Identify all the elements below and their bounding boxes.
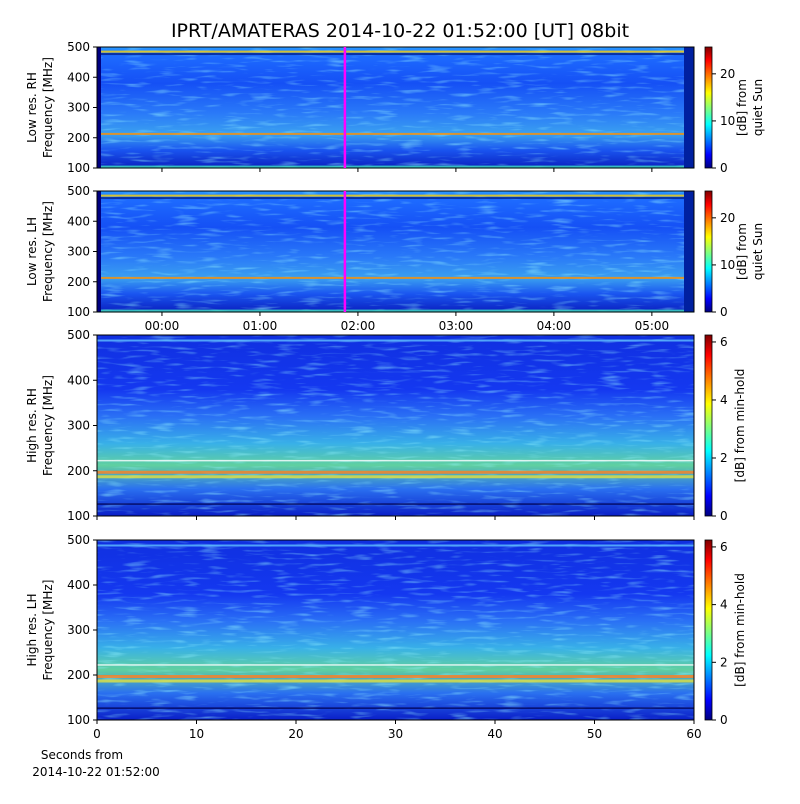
spectrogram-band xyxy=(97,276,694,279)
y-tick-label: 100 xyxy=(67,305,90,319)
colorbar-label: [dB] from xyxy=(735,79,749,136)
y-tick-label: 200 xyxy=(67,275,90,289)
y-tick-label: 200 xyxy=(67,131,90,145)
colorbar-tick-label: 0 xyxy=(720,713,728,727)
y-tick-label: 200 xyxy=(67,464,90,478)
spectrogram-band xyxy=(97,50,694,53)
spectrogram-band xyxy=(97,707,694,709)
y-tick-label: 400 xyxy=(67,214,90,228)
colorbar-label: [dB] from min-hold xyxy=(733,369,747,483)
x-tick-label: 0 xyxy=(93,727,101,741)
colorbar-tick-label: 20 xyxy=(720,67,735,81)
colorbar-tick-label: 4 xyxy=(720,598,728,612)
figure-title: IPRT/AMATERAS 2014-10-22 01:52:00 [UT] 0… xyxy=(171,20,629,42)
spectrogram-band xyxy=(97,197,694,200)
colorbar-tick-label: 6 xyxy=(720,540,728,554)
spectrogram-texture xyxy=(97,335,694,516)
spectrogram-texture xyxy=(97,191,694,312)
spectrogram-texture xyxy=(97,47,694,168)
x-tick-label: 05:00 xyxy=(635,319,670,333)
x-tick-label: 02:00 xyxy=(341,319,376,333)
colorbar-label: quiet Sun xyxy=(751,79,765,136)
y-tick-label: 300 xyxy=(67,419,90,433)
spectrogram-band xyxy=(97,132,694,135)
spectrogram-band xyxy=(97,470,694,474)
x-tick-label: 40 xyxy=(487,727,502,741)
spectrogram-band xyxy=(97,679,694,683)
colorbar-label: [dB] from min-hold xyxy=(733,573,747,687)
x-tick-label: 03:00 xyxy=(439,319,474,333)
colorbar-tick-label: 10 xyxy=(720,258,735,272)
y-axis-label: Low res. LH xyxy=(25,217,39,286)
colorbar xyxy=(704,334,713,517)
y-axis-label: Frequency [MHz] xyxy=(41,375,55,476)
spectrogram-band xyxy=(97,165,694,169)
x-tick-label: 10 xyxy=(189,727,204,741)
spectrogram-band xyxy=(97,339,694,342)
colorbar-tick-label: 2 xyxy=(720,451,728,465)
colorbar xyxy=(704,190,713,313)
y-tick-label: 500 xyxy=(67,184,90,198)
spectrogram-band xyxy=(97,194,694,197)
x-tick-label: 30 xyxy=(388,727,403,741)
y-axis-label: Low res. RH xyxy=(25,72,39,143)
y-tick-label: 400 xyxy=(67,373,90,387)
y-tick-label: 100 xyxy=(67,713,90,727)
y-tick-label: 500 xyxy=(67,40,90,54)
y-tick-label: 400 xyxy=(67,70,90,84)
y-tick-label: 200 xyxy=(67,668,90,682)
spectrogram-band xyxy=(97,53,694,56)
x-axis-label: Seconds from xyxy=(41,748,123,762)
y-axis-label: Frequency [MHz] xyxy=(41,580,55,681)
spectrogram-edge xyxy=(97,47,101,168)
y-axis-label: High res. RH xyxy=(25,388,39,463)
spectrogram-band xyxy=(97,675,694,678)
y-tick-label: 500 xyxy=(67,533,90,547)
spectrogram-edge xyxy=(684,47,694,168)
colorbar-tick-label: 20 xyxy=(720,211,735,225)
x-tick-label: 60 xyxy=(686,727,701,741)
y-axis-label: High res. LH xyxy=(25,593,39,666)
spectrogram-band xyxy=(97,664,694,666)
x-tick-label: 01:00 xyxy=(243,319,278,333)
y-axis-label: Frequency [MHz] xyxy=(41,201,55,302)
y-tick-label: 300 xyxy=(67,101,90,115)
colorbar-tick-label: 2 xyxy=(720,655,728,669)
colorbar-tick-label: 6 xyxy=(720,335,728,349)
y-tick-label: 400 xyxy=(67,578,90,592)
colorbar-tick-label: 10 xyxy=(720,114,735,128)
spectrogram-band xyxy=(97,459,694,462)
x-tick-label: 00:00 xyxy=(145,319,180,333)
spectrogram-edge xyxy=(97,191,101,312)
colorbar-tick-label: 0 xyxy=(720,305,728,319)
colorbar-tick-label: 4 xyxy=(720,393,728,407)
y-tick-label: 300 xyxy=(67,623,90,637)
x-axis-label: 2014-10-22 01:52:00 xyxy=(32,765,159,779)
spectrogram-texture xyxy=(97,540,694,720)
colorbar xyxy=(704,46,713,169)
x-tick-label: 20 xyxy=(288,727,303,741)
y-axis-label: Frequency [MHz] xyxy=(41,57,55,158)
x-tick-label: 04:00 xyxy=(537,319,572,333)
colorbar-label: [dB] from xyxy=(735,223,749,280)
y-tick-label: 500 xyxy=(67,328,90,342)
colorbar-tick-label: 0 xyxy=(720,509,728,523)
spectrogram-band xyxy=(97,503,694,505)
spectrogram-edge xyxy=(684,191,694,312)
spectrogram-band xyxy=(97,544,694,547)
y-tick-label: 100 xyxy=(67,509,90,523)
spectrogram-band xyxy=(97,309,694,313)
y-tick-label: 100 xyxy=(67,161,90,175)
colorbar xyxy=(704,539,713,721)
colorbar-label: quiet Sun xyxy=(751,223,765,280)
y-tick-label: 300 xyxy=(67,245,90,259)
colorbar-tick-label: 0 xyxy=(720,161,728,175)
x-tick-label: 50 xyxy=(587,727,602,741)
spectrogram-band xyxy=(97,475,694,479)
